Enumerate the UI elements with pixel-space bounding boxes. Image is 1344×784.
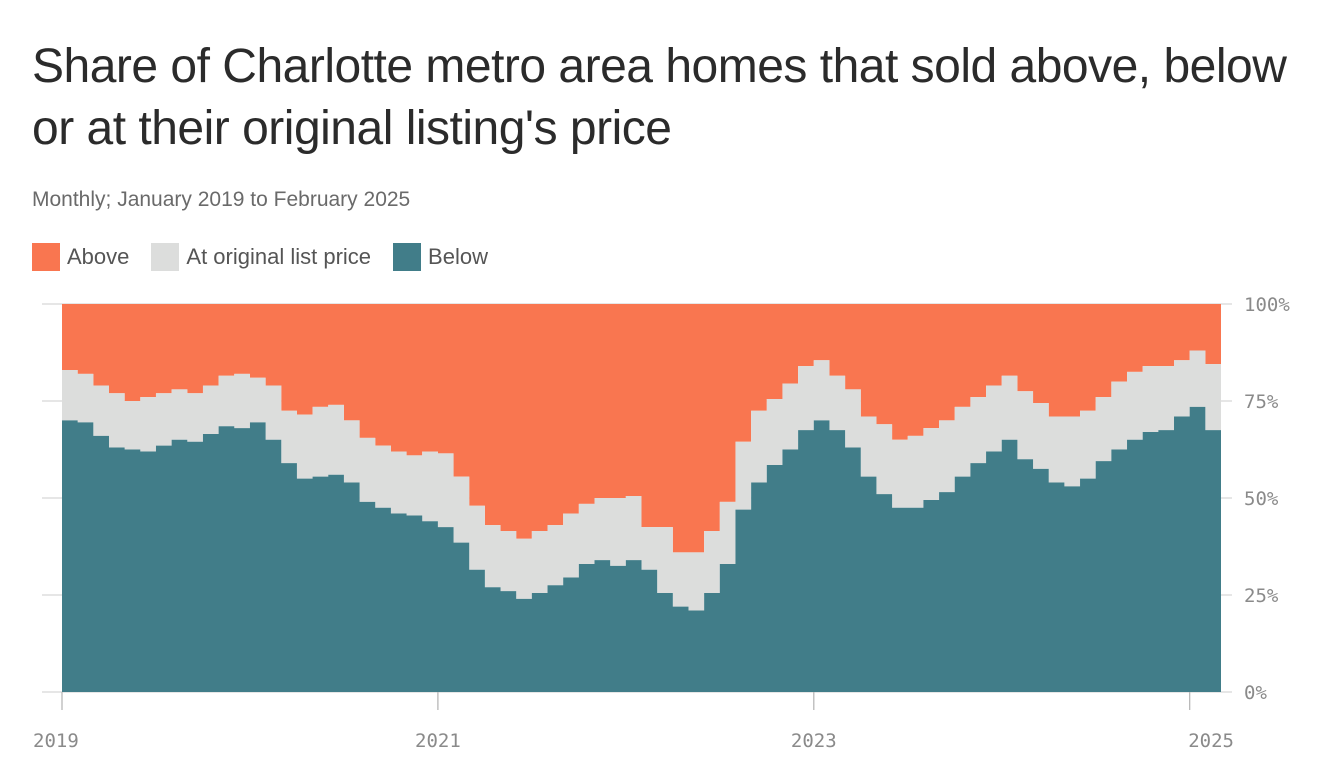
y-tick-label: 0% [1244, 682, 1267, 704]
y-tick-label: 50% [1244, 488, 1279, 510]
legend-label-above: Above [67, 244, 130, 269]
y-axis: 100% 75% 50% 25% 0% [1244, 294, 1290, 704]
chart-areas [62, 304, 1221, 692]
legend: Above At original list price Below [32, 243, 510, 271]
x-tick-label: 2019 [33, 730, 79, 752]
x-axis: 2019 2021 2023 2025 [33, 692, 1234, 752]
legend-swatch-above [32, 243, 60, 271]
series-area-below [62, 406, 1221, 692]
chart-subtitle: Monthly; January 2019 to February 2025 [32, 188, 411, 211]
legend-item-above: Above [32, 243, 129, 271]
x-tick-label: 2021 [415, 730, 461, 752]
legend-swatch-at-list [151, 243, 180, 271]
series-area-at-list-price [62, 350, 1221, 611]
legend-item-below: Below [393, 243, 488, 271]
legend-label-below: Below [428, 244, 488, 269]
series-area-above [62, 304, 1221, 553]
legend-swatch-below [393, 243, 422, 271]
x-tick-label: 2023 [791, 730, 837, 752]
legend-label-at-list: At original list price [186, 244, 372, 269]
chart-title: Share of Charlotte metro area homes that… [32, 40, 1287, 155]
y-tick-label: 75% [1244, 391, 1279, 413]
y-tick-label: 100% [1244, 294, 1290, 316]
legend-item-at-list: At original list price [151, 243, 371, 271]
x-tick-label: 2025 [1188, 730, 1234, 752]
y-tick-label: 25% [1244, 585, 1279, 607]
